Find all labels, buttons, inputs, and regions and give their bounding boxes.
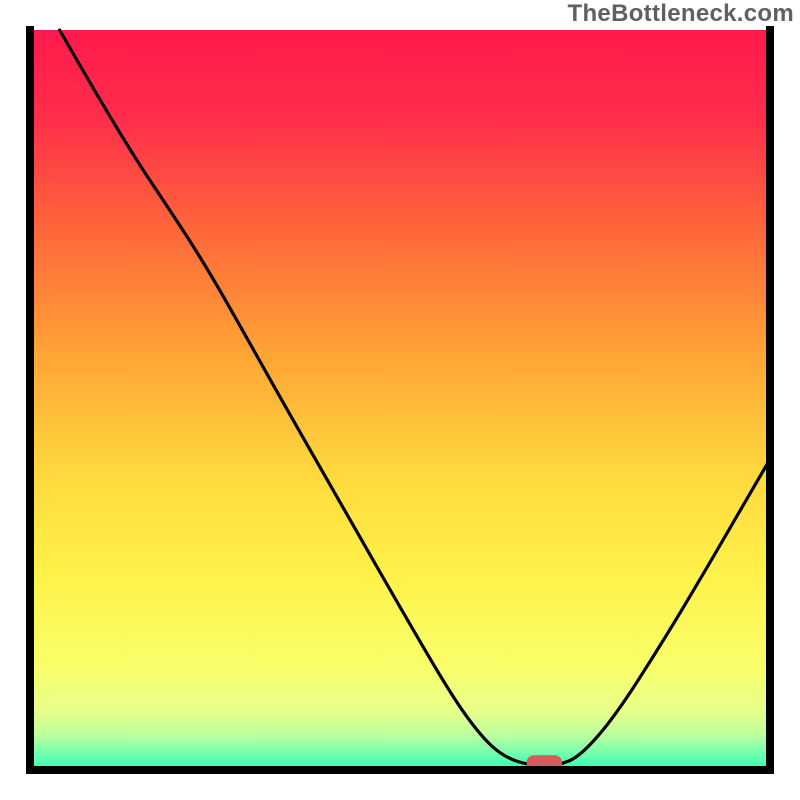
- chart-background: [30, 30, 770, 770]
- bottleneck-chart: [0, 0, 800, 800]
- watermark-text: TheBottleneck.com: [568, 0, 794, 28]
- chart-container: TheBottleneck.com: [0, 0, 800, 800]
